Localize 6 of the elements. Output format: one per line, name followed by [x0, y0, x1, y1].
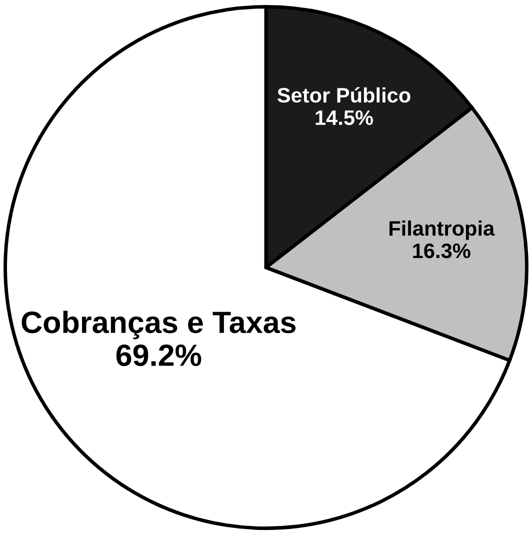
slice-label: Filantropia [390, 220, 495, 240]
slice-label: Cobranças e Taxas [22, 310, 296, 340]
slice-label: Setor Público [277, 87, 410, 103]
data-label: 16.3% [413, 243, 470, 258]
data-label: 14.5% [316, 110, 373, 126]
data-label: 69.2% [116, 344, 202, 366]
